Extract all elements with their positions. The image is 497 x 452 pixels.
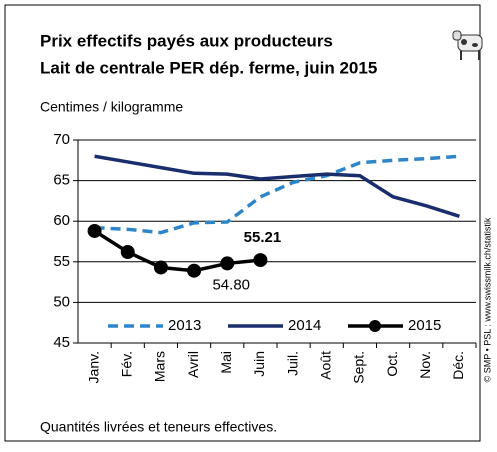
source: © SMP • PSL : www.swissmilk.ch/statistik <box>482 217 492 382</box>
legend-label: 2014 <box>288 317 321 334</box>
x-tick-label: Fév. <box>118 351 134 377</box>
x-tick-label: Août <box>317 351 333 380</box>
x-tick-label: Déc. <box>450 351 466 380</box>
series-line <box>95 231 261 271</box>
x-tick-label: Juil. <box>284 351 300 376</box>
y-tick-label: 70 <box>53 131 70 148</box>
x-tick-label: Nov. <box>417 351 433 379</box>
x-tick-label: Avril <box>185 351 201 378</box>
value-label: 55.21 <box>244 229 282 246</box>
footnote: Quantités livrées et teneurs effectives. <box>40 419 277 435</box>
marker <box>88 224 102 238</box>
marker <box>121 245 135 259</box>
chart: Prix effectifs payés aux producteurs Lai… <box>0 0 497 447</box>
chart-title: Prix effectifs payés aux producteurs <box>40 31 333 50</box>
y-axis-label: Centimes / kilogramme <box>40 99 183 115</box>
y-tick-label: 55 <box>53 253 70 270</box>
y-tick-label: 45 <box>53 334 70 351</box>
marker <box>253 253 267 267</box>
y-tick-label: 65 <box>53 172 70 189</box>
x-tick-label: Juin <box>251 351 267 377</box>
x-tick-label: Sept. <box>351 351 367 384</box>
value-label: 54.80 <box>212 276 250 293</box>
series-line <box>95 156 460 216</box>
chart-subtitle: Lait de centrale PER dép. ferme, juin 20… <box>40 58 377 77</box>
x-tick-label: Mai <box>218 351 234 374</box>
x-tick-label: Janv. <box>85 351 101 383</box>
legend-label: 2013 <box>168 317 201 334</box>
cow-icon <box>453 31 482 60</box>
y-tick-label: 50 <box>53 293 70 310</box>
x-tick-label: Oct. <box>384 351 400 377</box>
marker <box>154 260 168 274</box>
x-tick-label: Mars <box>152 351 168 382</box>
marker <box>220 256 234 270</box>
legend-marker <box>369 320 381 332</box>
y-tick-label: 60 <box>53 212 70 229</box>
legend-label: 2015 <box>408 317 441 334</box>
marker <box>187 264 201 278</box>
